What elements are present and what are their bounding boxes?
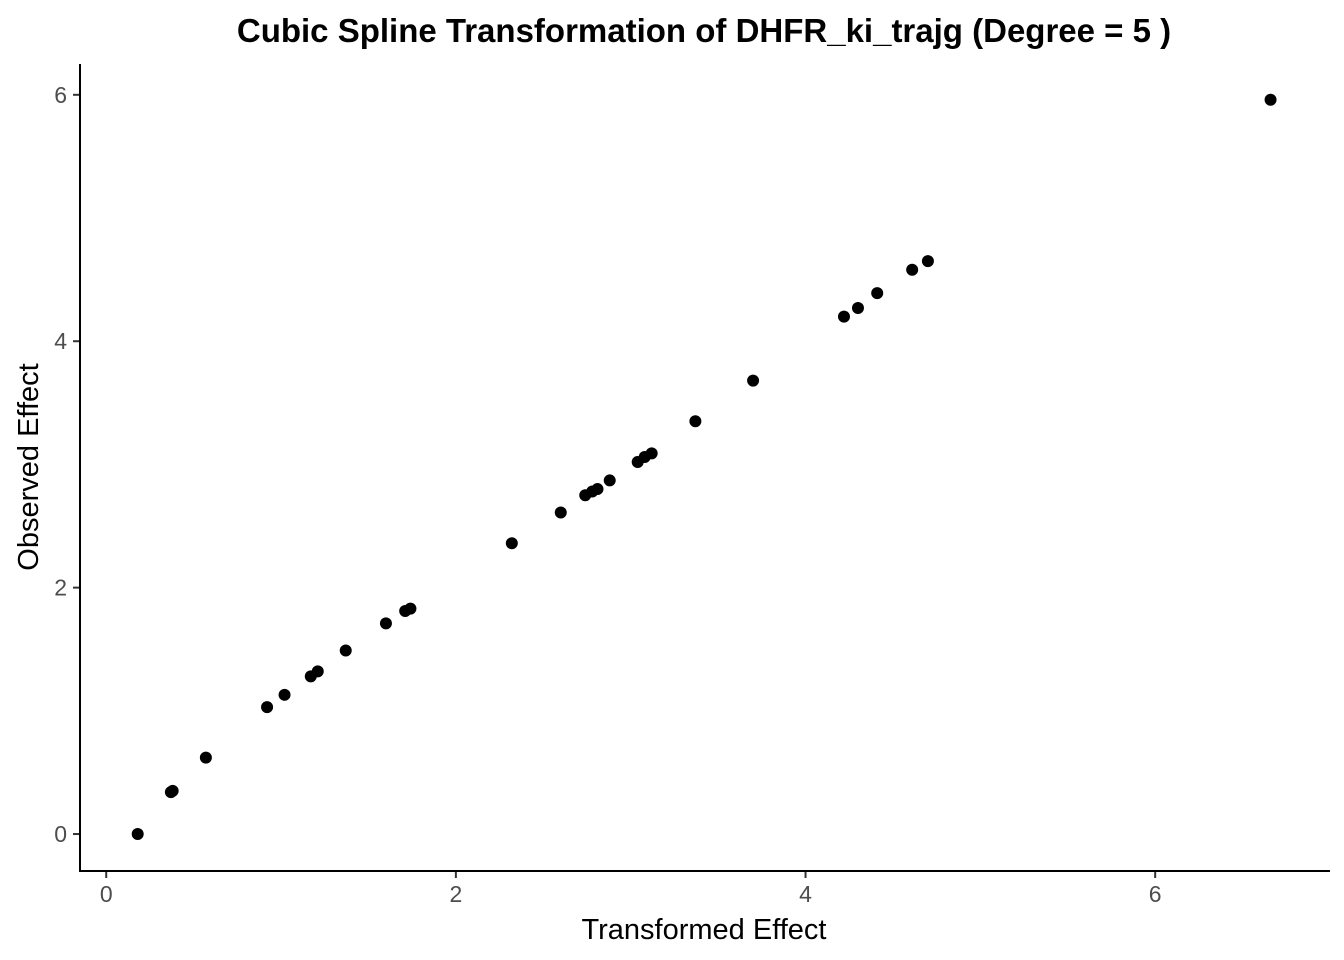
data-point — [603, 474, 616, 487]
data-point — [591, 483, 604, 496]
data-point — [689, 415, 702, 428]
data-point — [837, 310, 850, 323]
data-point — [379, 617, 392, 630]
data-point — [505, 537, 518, 550]
data-point — [278, 688, 291, 701]
data-point — [261, 701, 274, 714]
data-point — [906, 263, 919, 276]
data-point — [166, 784, 179, 797]
data-point — [747, 374, 760, 387]
data-point — [199, 751, 212, 764]
data-point — [851, 301, 864, 314]
y-tick-label: 6 — [54, 82, 67, 108]
data-point — [645, 447, 658, 460]
y-axis-ticks: 0 2 4 6 — [54, 82, 80, 847]
x-tick-label: 4 — [799, 881, 812, 907]
data-points — [131, 93, 1277, 841]
x-tick-label: 0 — [100, 881, 113, 907]
chart-title: Cubic Spline Transformation of DHFR_ki_t… — [237, 12, 1171, 49]
y-tick-label: 4 — [54, 328, 67, 354]
y-tick-label: 2 — [54, 575, 67, 601]
data-point — [871, 287, 884, 300]
data-point — [1264, 93, 1277, 106]
data-point — [339, 644, 352, 657]
x-axis-ticks: 0 2 4 6 — [100, 871, 1162, 907]
y-tick-label: 0 — [54, 821, 67, 847]
x-tick-label: 6 — [1149, 881, 1162, 907]
data-point — [554, 506, 567, 519]
x-tick-label: 2 — [449, 881, 462, 907]
data-point — [311, 665, 324, 678]
data-point — [404, 602, 417, 615]
data-point — [921, 255, 934, 268]
y-axis-title: Observed Effect — [13, 363, 45, 570]
x-axis-title: Transformed Effect — [582, 914, 827, 946]
data-point — [131, 828, 144, 841]
